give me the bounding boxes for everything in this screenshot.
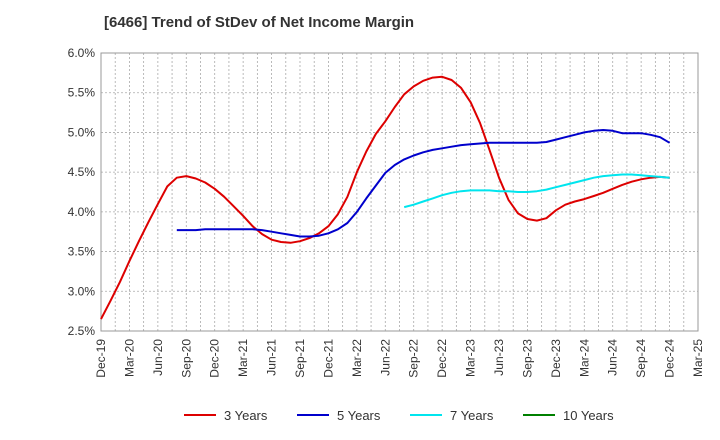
legend-label: 3 Years — [224, 408, 268, 423]
grid — [100, 52, 699, 332]
plot-area-frame — [100, 52, 699, 332]
legend-item: 10 Years — [523, 408, 614, 423]
series-line-7-years — [403, 173, 670, 209]
series-line-5-years — [176, 129, 671, 238]
legend-label: 7 Years — [450, 408, 494, 423]
x-tick-label: Sep-21 — [293, 339, 307, 378]
x-tick-label: Sep-24 — [634, 339, 648, 378]
series-line-3-years — [100, 75, 670, 320]
y-tick-label: 5.0% — [68, 125, 96, 139]
x-tick-label: Mar-25 — [691, 339, 705, 377]
x-tick-label: Dec-19 — [94, 339, 108, 378]
x-tick-label: Sep-22 — [407, 339, 421, 378]
legend-item: 3 Years — [184, 408, 268, 423]
x-tick-label: Sep-23 — [520, 339, 534, 378]
x-tick-label: Dec-23 — [549, 339, 563, 378]
x-axis-tick-labels: Dec-19 Mar-20 Jun-20 Sep-20 Dec-20 Mar-21 Jun-… — [94, 339, 705, 378]
legend-label: 5 Years — [337, 408, 381, 423]
y-tick-label: 2.5% — [68, 324, 96, 338]
x-tick-label: Sep-20 — [179, 339, 193, 378]
x-tick-label: Dec-22 — [435, 339, 449, 378]
y-tick-label: 4.5% — [68, 165, 96, 179]
y-tick-label: 4.0% — [68, 205, 96, 219]
x-tick-label: Jun-20 — [151, 339, 165, 376]
x-tick-label: Jun-21 — [265, 339, 279, 376]
legend-label: 10 Years — [563, 408, 614, 423]
y-axis-tick-labels: 2.5% 3.0% 3.5% 4.0% 4.5% 5.0% 5.5% 6.0% — [68, 46, 96, 338]
legend: 3 Years 5 Years 7 Years 10 Years — [184, 408, 614, 423]
x-tick-label: Jun-23 — [492, 339, 506, 376]
y-tick-label: 3.5% — [68, 245, 96, 259]
x-tick-label: Mar-22 — [350, 339, 364, 377]
legend-item: 5 Years — [297, 408, 381, 423]
x-tick-label: Jun-22 — [378, 339, 392, 376]
y-tick-label: 6.0% — [68, 46, 96, 60]
y-tick-label: 3.0% — [68, 284, 96, 298]
x-tick-label: Mar-24 — [577, 339, 591, 377]
x-tick-label: Mar-21 — [236, 339, 250, 377]
chart-title: [6466] Trend of StDev of Net Income Marg… — [104, 14, 415, 31]
x-tick-label: Mar-20 — [122, 339, 136, 377]
x-tick-label: Dec-21 — [321, 339, 335, 378]
y-tick-label: 5.5% — [68, 86, 96, 100]
x-tick-label: Jun-24 — [606, 339, 620, 376]
series-lines — [100, 75, 671, 320]
x-tick-label: Mar-23 — [464, 339, 478, 377]
x-tick-label: Dec-20 — [208, 339, 222, 378]
x-tick-label: Dec-24 — [663, 339, 677, 378]
legend-item: 7 Years — [410, 408, 494, 423]
